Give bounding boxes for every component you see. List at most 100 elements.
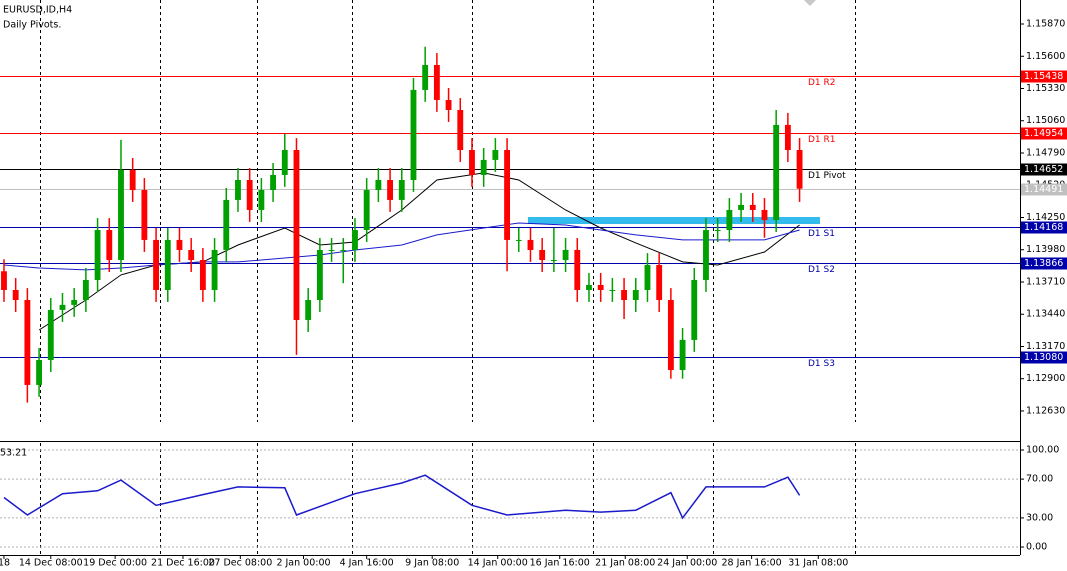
- x-tick-label: 21 Jan 08:00: [595, 558, 655, 569]
- candle-body: [562, 249, 569, 261]
- candle-body: [784, 124, 791, 151]
- y-tick-label: 1.14790: [1026, 147, 1065, 158]
- candle-body: [223, 199, 230, 250]
- rsi-tick-label: 0.00: [1026, 542, 1047, 553]
- candle-body: [550, 260, 557, 262]
- x-tick-label: 27 Dec 08:00: [208, 558, 272, 569]
- x-tick-label: 9 Jan 08:00: [405, 558, 459, 569]
- candle-body: [281, 150, 288, 175]
- y-tick-label: 1.13170: [1026, 341, 1065, 352]
- candle-body: [738, 204, 744, 210]
- y-tick-label: 1.15870: [1026, 19, 1065, 30]
- pivot-price-label: 1.13866: [1024, 258, 1063, 269]
- candle-body: [691, 279, 698, 340]
- candle-body: [258, 190, 265, 210]
- candle-body: [352, 230, 358, 250]
- y-tick-label: 1.15330: [1026, 83, 1065, 94]
- x-tick-label: 24 Jan 00:00: [657, 558, 717, 569]
- rsi-line: [3, 474, 801, 520]
- candle-body: [94, 230, 101, 280]
- candle-body: [316, 249, 323, 301]
- zone-highlight: [528, 217, 820, 224]
- candle-body: [176, 239, 183, 250]
- x-tick-label: 19 Dec 00:00: [83, 558, 147, 569]
- x-tick-label: 14 Jan 00:00: [468, 558, 528, 569]
- pivot-price-label: 1.14168: [1024, 222, 1063, 233]
- candle-body: [480, 159, 487, 175]
- candle-body: [679, 339, 686, 371]
- candle-body: [188, 249, 195, 261]
- candle-body: [796, 150, 803, 189]
- x-tick-label: 21 Dec 16:00: [151, 558, 215, 569]
- candle-body: [71, 300, 78, 305]
- candle-body: [246, 179, 253, 210]
- candle-body: [12, 289, 19, 301]
- candle-body: [1, 271, 7, 290]
- candle-body: [492, 150, 499, 160]
- candle-body: [293, 150, 300, 320]
- candle-body: [36, 359, 43, 385]
- candle-body: [59, 304, 66, 310]
- x-tick-label: 4 Jan 16:00: [340, 558, 394, 569]
- y-tick-label: 1.12900: [1026, 373, 1065, 384]
- pivot-price-box: [1021, 221, 1067, 234]
- y-tick-label: 1.14250: [1026, 212, 1065, 223]
- candle-body: [433, 64, 440, 100]
- candle-body: [363, 190, 370, 231]
- candle-body: [773, 124, 780, 220]
- rsi-tick-label: 70.00: [1026, 474, 1053, 485]
- y-tick-label: 1.15060: [1026, 115, 1065, 126]
- candle-body: [340, 249, 347, 251]
- x-tick-label: 16 Jan 16:00: [530, 558, 590, 569]
- candle-body: [129, 169, 136, 191]
- candle-body: [375, 179, 382, 191]
- candle-body: [469, 150, 475, 175]
- candle-body: [761, 209, 768, 220]
- x-tick-label: 31 Jan 08:00: [788, 558, 848, 569]
- candle-body: [164, 239, 171, 290]
- pivot-price-label: 1.13080: [1024, 352, 1063, 363]
- rsi-tick-label: 100.00: [1026, 444, 1059, 455]
- candle-body: [270, 174, 277, 191]
- candle-body: [539, 249, 546, 261]
- pivot-price-box: [1021, 351, 1067, 364]
- pivot-price-label: 1.14954: [1024, 128, 1063, 139]
- y-tick-label: 1.12630: [1026, 405, 1065, 416]
- candle-body: [621, 289, 627, 301]
- pivot-price-box: [1021, 70, 1067, 83]
- x-tick-label: 14 Dec 08:00: [19, 558, 83, 569]
- pivot-price-box: [1021, 127, 1067, 140]
- pivot-price-box: [1021, 257, 1067, 270]
- chart-subtitle: Daily Pivots.: [3, 20, 61, 31]
- candle-body: [235, 179, 241, 200]
- candle-body: [445, 99, 452, 110]
- rsi-tick-label: 30.00: [1026, 512, 1053, 523]
- x-tick-label: 28 Jan 16:00: [722, 558, 782, 569]
- pivot-price-label: 1.15438: [1024, 71, 1063, 82]
- candle-body: [141, 190, 148, 240]
- pivot-name: D1 S3: [808, 359, 835, 369]
- candle-body: [586, 284, 592, 290]
- y-tick-label: 1.15600: [1026, 51, 1065, 62]
- rsi-value-label: 53.21: [0, 448, 27, 459]
- candle-body: [632, 289, 639, 301]
- candle-body: [457, 110, 464, 151]
- chart-title: EURUSD,ID,H4: [3, 5, 72, 16]
- candle-body: [106, 230, 113, 261]
- candle-body: [515, 239, 522, 241]
- candle-body: [667, 300, 674, 371]
- y-tick-label: 1.13440: [1026, 309, 1065, 320]
- pivot-price-box: [1021, 163, 1067, 176]
- pivot-name: D1 R2: [808, 78, 836, 88]
- pivot-price-label: 1.14652: [1024, 164, 1063, 175]
- candle-body: [644, 265, 651, 290]
- current-price-label: 1.14491: [1024, 184, 1063, 195]
- pivot-name: D1 S2: [808, 265, 835, 275]
- candle-body: [714, 230, 721, 232]
- candle-body: [328, 249, 335, 251]
- candle-body: [597, 284, 604, 290]
- x-tick-label: 18: [0, 558, 10, 569]
- candle-body: [82, 279, 89, 301]
